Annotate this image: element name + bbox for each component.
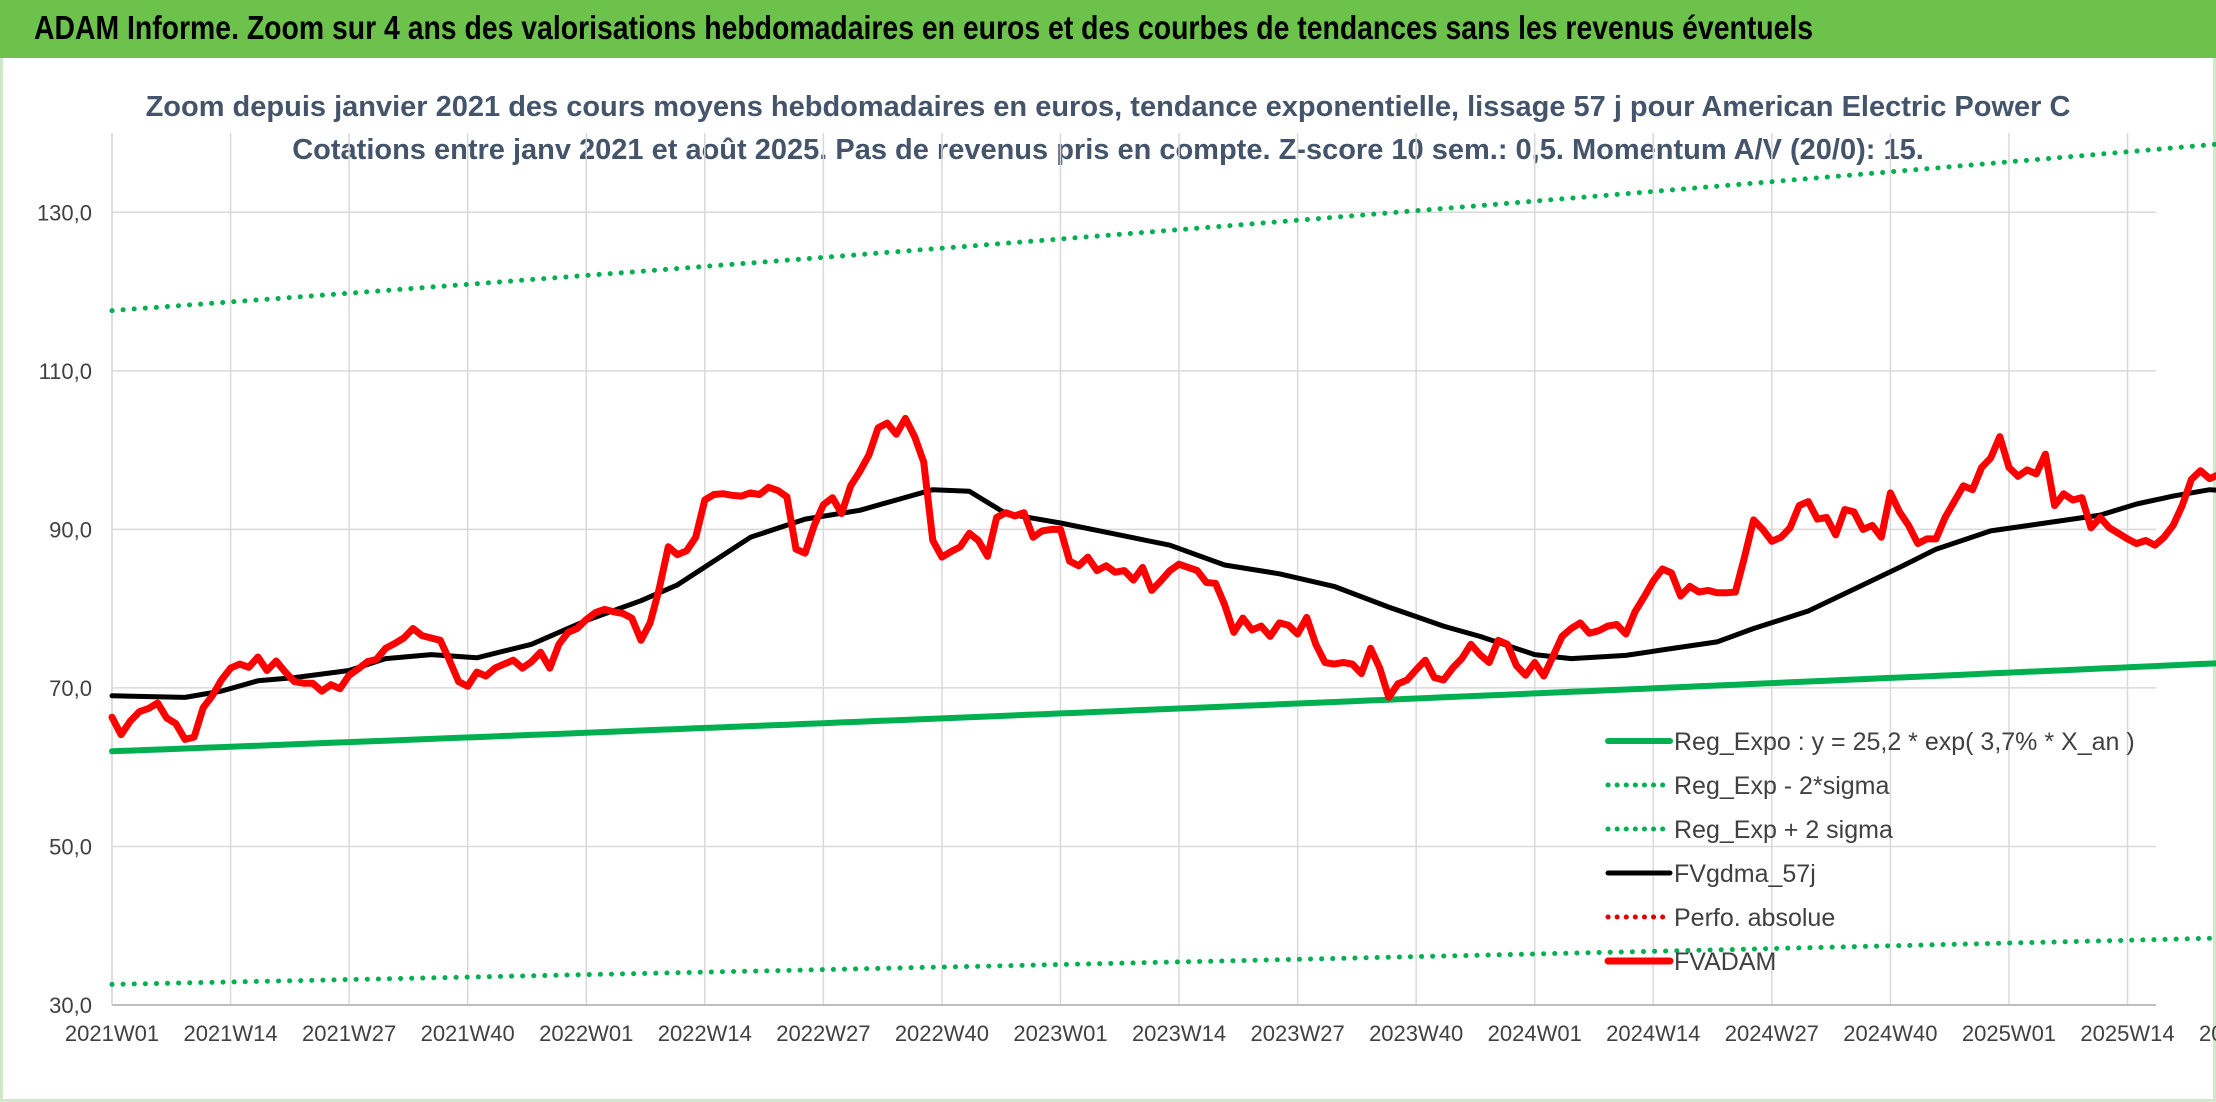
chart-title: Zoom depuis janvier 2021 des cours moyen… xyxy=(146,91,2071,123)
legend-label-reg-exp-2-sigma: Reg_Exp + 2 sigma xyxy=(1674,816,1893,844)
y-tick-label: 70,0 xyxy=(49,676,92,701)
x-tick-label: 2022W27 xyxy=(776,1021,870,1046)
x-tick-label: 2022W40 xyxy=(895,1021,989,1046)
series-line-fvgdma-57j xyxy=(109,487,2216,700)
legend-label-fvadam: FVADAM xyxy=(1674,948,1776,976)
x-tick-label: 2024W14 xyxy=(1606,1021,1700,1046)
series-line-reg-exp-2-sigma xyxy=(109,935,2216,987)
y-tick-label: 90,0 xyxy=(49,517,92,542)
x-tick-label: 2023W40 xyxy=(1369,1021,1463,1046)
x-tick-label: 2024W27 xyxy=(1725,1021,1819,1046)
x-tick-label: 2022W01 xyxy=(539,1021,633,1046)
line-chart: Zoom depuis janvier 2021 des cours moyen… xyxy=(37,91,2216,1046)
series-line-reg-expo-y-25-2-exp-3-7-x-an xyxy=(109,660,2216,755)
legend-label-reg-expo-y-25-2-exp-3-7-x-an: Reg_Expo : y = 25,2 * exp( 3,7% * X_an ) xyxy=(1674,728,2135,756)
x-tick-label: 2024W40 xyxy=(1843,1021,1937,1046)
x-tick-label: 2022W14 xyxy=(658,1021,752,1046)
y-tick-label: 30,0 xyxy=(49,993,92,1018)
x-tick-label: 2023W14 xyxy=(1132,1021,1226,1046)
x-tick-label: 2021W40 xyxy=(421,1021,515,1046)
y-tick-label: 50,0 xyxy=(49,834,92,859)
x-tick-label: 2023W01 xyxy=(1013,1021,1107,1046)
report-title: ADAM Informe. Zoom sur 4 ans des valoris… xyxy=(34,9,1814,46)
x-tick-label: 2025W14 xyxy=(2080,1021,2174,1046)
x-tick-label: 2023W27 xyxy=(1251,1021,1345,1046)
x-tick-label: 2021W27 xyxy=(302,1021,396,1046)
legend-label-fvgdma-57j: FVgdma_57j xyxy=(1674,860,1816,888)
x-tick-label: 2025W01 xyxy=(1962,1021,2056,1046)
legend-label-perfo-absolue: Perfo. absolue xyxy=(1674,904,1835,932)
series-line-fvadam xyxy=(108,414,2216,743)
y-tick-label: 110,0 xyxy=(39,359,92,384)
x-tick-label: 2025W27 xyxy=(2199,1021,2216,1046)
x-tick-label: 2024W01 xyxy=(1488,1021,1582,1046)
report-header-bar: ADAM Informe. Zoom sur 4 ans des valoris… xyxy=(0,0,2216,58)
legend-label-reg-exp-2-sigma: Reg_Exp - 2*sigma xyxy=(1674,772,1889,800)
x-tick-label: 2021W14 xyxy=(183,1021,277,1046)
chart-subtitle: Cotations entre janv 2021 et août 2025. … xyxy=(292,134,1924,166)
y-tick-label: 130,0 xyxy=(37,200,92,225)
x-tick-label: 2021W01 xyxy=(65,1021,159,1046)
